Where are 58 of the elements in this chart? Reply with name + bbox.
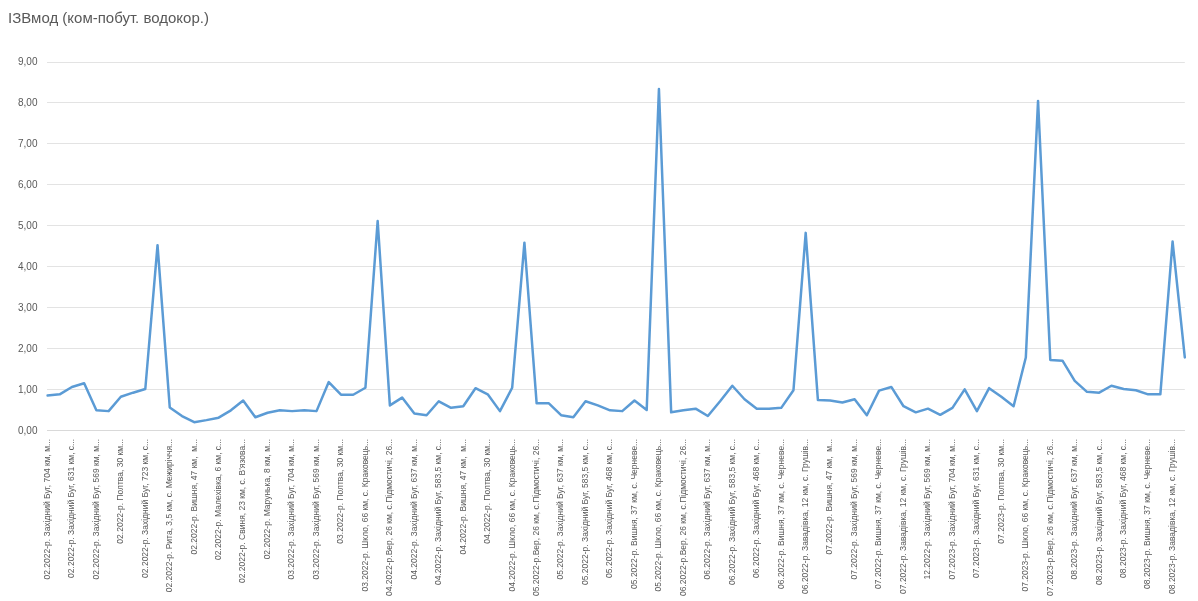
x-tick-label: 02.2022-р. Західний Буг, 631 км, с... xyxy=(66,438,77,578)
x-tick-label: 07.2022-р. Західний Буг, 569 км, м... xyxy=(848,438,859,580)
x-tick-label: 06.2022-р. Західний Буг, 637 км, м... xyxy=(702,438,713,580)
x-tick-label: 02.2022-р. Західний Буг, 704 км, м... xyxy=(41,438,52,580)
x-tick-label: 04.2022-р. Шкло, 66 км, с. Краковець... xyxy=(506,438,517,592)
x-tick-label: 02.2022-р. Свиня, 23 км, с. В'язова... xyxy=(237,438,248,583)
y-tick-label: 7,00 xyxy=(17,137,38,149)
x-tick-label: 06.2022-р. Західний Буг, 583,5 км, с... xyxy=(726,438,737,585)
x-tick-label: 03.2022-р. Шкло, 66 км, с. Краковець... xyxy=(359,438,370,592)
x-tick-label: 03.2022-р. Західний Буг, 704 км, м... xyxy=(286,438,297,580)
y-tick-label: 2,00 xyxy=(17,342,38,354)
x-tick-label: 07.2023-р. Західний Буг, 631 км, с... xyxy=(971,438,982,578)
chart-title: ІЗВмод (ком-побут. водокор.) xyxy=(8,9,209,27)
x-tick-label: 04.2022-р.Вер, 26 км, с.Підмостичі, 26... xyxy=(384,438,395,597)
x-tick-label: 02.2022-р. Рита, 3,5 км, с. Межиріччя... xyxy=(164,438,175,593)
x-tick-label: 04.2022-р. Полтва, 30 км... xyxy=(482,438,493,544)
x-tick-label: 06.2022-р.Вер, 26 км, с.Підмостичі, 26... xyxy=(677,438,688,597)
x-tick-label: 02.2022-р. Західний Буг, 723 км, с... xyxy=(139,438,150,578)
x-tick-label: 05.2022-р. Західний Буг, 637 км, м... xyxy=(555,438,566,580)
y-tick-label: 0,00 xyxy=(17,424,38,436)
y-tick-label: 1,00 xyxy=(17,383,38,395)
x-tick-label: 05.2022-р. Шкло, 66 км, с. Краковець... xyxy=(653,438,664,592)
x-tick-label: 07.2023-р. Шкло, 66 км, с. Краковець... xyxy=(1020,438,1031,592)
x-tick-label: 03.2022-р. Західний Буг, 569 км, м... xyxy=(310,438,321,580)
x-tick-label: 04.2022-р. Вишня, 47 км, м... xyxy=(457,438,468,555)
x-tick-label: 08.2023-р. Завадівка, 12 км, с. Грушів... xyxy=(1166,438,1177,594)
x-tick-label: 05.2022-р. Західний Буг, 468 км, с... xyxy=(604,438,615,578)
x-tick-label: 05.2022-р. Західний Буг, 583,5 км, с... xyxy=(579,438,590,585)
x-tick-label: 06.2022-р. Завадівка, 12 км, с. Грушів... xyxy=(800,438,811,594)
y-tick-label: 3,00 xyxy=(17,301,38,313)
x-tick-label: 07.2022-р. Завадівка, 12 км, с. Грушів... xyxy=(897,438,908,594)
x-tick-label: 06.2022-р. Західний Буг, 468 км, с... xyxy=(751,438,762,578)
x-tick-label: 08.2023-р. Західний Буг, 468 км, с... xyxy=(1118,438,1128,578)
x-tick-label: 03.2022-р. Полтва, 30 км... xyxy=(335,438,346,544)
x-tick-label: 02.2022-р. Марунька, 8 км, м... xyxy=(261,438,272,560)
x-tick-label: 05.2022-р.Вер, 26 км, с.Підмостичі, 26... xyxy=(530,438,541,597)
x-tick-label: 06.2022-р. Вишня, 37 км, с. Черневе... xyxy=(775,438,786,589)
x-tick-label: 05.2022-р. Вишня, 37 км, с. Черневе... xyxy=(628,438,639,589)
x-tick-label: 08.2023-р. Вишня, 37 км, с. Черневе... xyxy=(1142,438,1153,589)
y-tick-label: 5,00 xyxy=(17,219,38,231)
y-tick-label: 9,00 xyxy=(17,55,38,67)
x-tick-label: 02.2022-р. Полтва, 30 км... xyxy=(115,438,126,544)
y-tick-label: 4,00 xyxy=(17,260,38,272)
y-tick-label: 6,00 xyxy=(17,178,38,190)
x-tick-label: 07.2023-р. Полтва, 30 км... xyxy=(995,438,1006,544)
x-tick-label: 07.2023-р.Вер, 26 км, с.Підмостичі, 26... xyxy=(1044,438,1055,597)
y-tick-label: 8,00 xyxy=(17,96,38,108)
x-tick-label: 12.2022-р. Західний Буг, 569 км, м... xyxy=(922,438,933,580)
x-tick-label: 02.2022-р. Західний Буг, 569 км, м... xyxy=(90,438,101,580)
x-tick-label: 08.2023-р. Західний Буг, 637 км, м... xyxy=(1069,438,1080,580)
x-tick-label: 08.2023-р. Західний Буг, 583,5 км, с... xyxy=(1093,438,1104,585)
x-tick-label: 02.2022-р. Малехівка, 6 км, с... xyxy=(213,438,224,560)
x-tick-label: 07.2022-р. Вишня, 37 км, с. Черневе... xyxy=(873,438,884,589)
x-tick-label: 02.2022-р. Вишня, 47 км, м... xyxy=(188,438,199,555)
x-tick-label: 04.2022-р. Західний Буг, 583,5 км, с... xyxy=(433,438,444,585)
x-tick-label: 04.2022-р. Західний Буг, 637 км, м... xyxy=(408,438,419,580)
x-tick-label: 07.2023-р. Західний Буг, 704 км, м... xyxy=(946,438,957,580)
x-tick-label: 07.2022-р. Вишня, 47 км, м... xyxy=(824,438,835,555)
